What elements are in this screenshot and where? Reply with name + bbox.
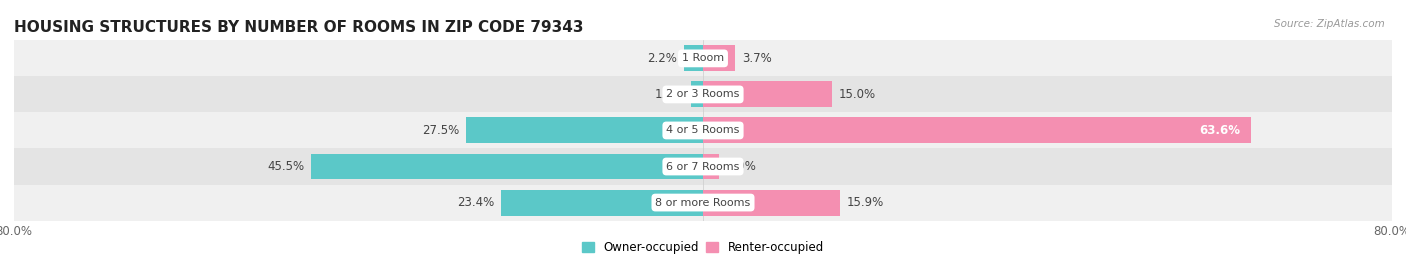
Text: 27.5%: 27.5% bbox=[422, 124, 460, 137]
Text: 1 Room: 1 Room bbox=[682, 53, 724, 63]
Bar bbox=[703, 45, 735, 71]
Text: 8 or more Rooms: 8 or more Rooms bbox=[655, 197, 751, 208]
Bar bbox=[703, 190, 839, 215]
Bar bbox=[703, 154, 720, 179]
Text: 4 or 5 Rooms: 4 or 5 Rooms bbox=[666, 125, 740, 136]
Bar bbox=[14, 76, 1392, 112]
Text: 3.7%: 3.7% bbox=[742, 52, 772, 65]
Bar bbox=[685, 45, 703, 71]
Text: HOUSING STRUCTURES BY NUMBER OF ROOMS IN ZIP CODE 79343: HOUSING STRUCTURES BY NUMBER OF ROOMS IN… bbox=[14, 20, 583, 35]
Bar bbox=[14, 40, 1392, 76]
Bar bbox=[690, 82, 703, 107]
Text: 23.4%: 23.4% bbox=[457, 196, 495, 209]
Text: 63.6%: 63.6% bbox=[1199, 124, 1240, 137]
Text: 1.9%: 1.9% bbox=[727, 160, 756, 173]
Text: 15.0%: 15.0% bbox=[839, 88, 876, 101]
Bar bbox=[703, 82, 832, 107]
Bar bbox=[14, 112, 1392, 148]
Bar bbox=[502, 190, 703, 215]
Text: 6 or 7 Rooms: 6 or 7 Rooms bbox=[666, 161, 740, 172]
Text: 2.2%: 2.2% bbox=[647, 52, 678, 65]
Bar bbox=[14, 185, 1392, 221]
Legend: Owner-occupied, Renter-occupied: Owner-occupied, Renter-occupied bbox=[582, 241, 824, 254]
Text: 15.9%: 15.9% bbox=[846, 196, 884, 209]
Bar bbox=[311, 154, 703, 179]
Text: Source: ZipAtlas.com: Source: ZipAtlas.com bbox=[1274, 19, 1385, 29]
Text: 1.4%: 1.4% bbox=[654, 88, 685, 101]
Text: 45.5%: 45.5% bbox=[267, 160, 304, 173]
Text: 2 or 3 Rooms: 2 or 3 Rooms bbox=[666, 89, 740, 100]
Bar bbox=[703, 118, 1251, 143]
Bar bbox=[14, 148, 1392, 185]
Bar bbox=[467, 118, 703, 143]
